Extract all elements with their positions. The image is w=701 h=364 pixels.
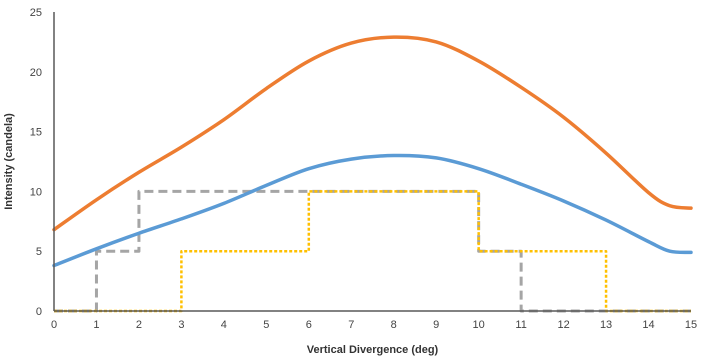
x-tick-label: 11 <box>515 319 526 331</box>
x-tick-label: 5 <box>263 319 269 331</box>
y-tick-label: 10 <box>30 186 42 198</box>
x-tick-label: 10 <box>473 319 485 331</box>
x-tick-label: 6 <box>306 319 312 331</box>
y-axis-title: Intensity (candela) <box>3 113 15 210</box>
axes-layer <box>53 12 691 312</box>
x-tick-label: 7 <box>348 319 354 331</box>
x-tick-label: 2 <box>136 319 142 331</box>
series-line-4 <box>54 190 691 313</box>
x-tick-label: 1 <box>93 319 99 331</box>
y-tick-label: 25 <box>30 7 42 19</box>
x-axis-title: Vertical Divergence (deg) <box>307 344 439 356</box>
series-line-2 <box>52 153 693 268</box>
x-tick-label: 9 <box>433 319 439 331</box>
series-line-1 <box>52 35 693 232</box>
series-line-3 <box>54 189 691 313</box>
x-tick-label: 15 <box>685 319 697 331</box>
y-tick-label: 15 <box>30 127 42 139</box>
y-tick-label: 0 <box>36 306 42 318</box>
x-tick-label: 14 <box>642 319 654 331</box>
x-tick-labels: 0 1 2 3 4 5 6 7 8 9 10 11 12 13 14 15 <box>51 319 697 331</box>
x-tick-label: 0 <box>51 319 57 331</box>
x-tick-label: 3 <box>178 319 184 331</box>
x-tick-label: 13 <box>600 319 612 331</box>
x-tick-label: 8 <box>391 319 397 331</box>
y-tick-label: 5 <box>36 246 42 258</box>
x-tick-label: 12 <box>557 319 569 331</box>
series-layer <box>52 35 693 313</box>
x-tick-label: 4 <box>221 319 227 331</box>
y-tick-label: 20 <box>30 67 42 79</box>
y-tick-labels: 0 5 10 15 20 25 <box>30 7 42 318</box>
